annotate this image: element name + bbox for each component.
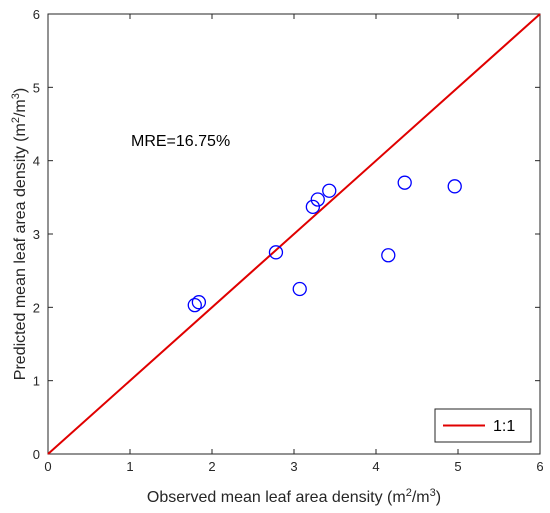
data-point [322,183,337,198]
y-tick-label: 6 [33,7,40,22]
data-point [187,297,202,313]
data-point [292,281,307,297]
reference-line-series [47,13,541,455]
scatter-points-series [187,175,462,313]
x-tick-label: 4 [372,459,379,474]
y-tick-label: 5 [33,80,40,95]
x-tick-label: 3 [290,459,297,474]
x-tick-label: 6 [536,459,543,474]
x-tick-label: 0 [44,459,51,474]
mre-annotation: MRE=16.75% [131,133,230,150]
data-point [397,175,412,190]
data-point [310,192,325,207]
data-point [268,245,284,260]
x-tick-label: 5 [454,459,461,474]
x-tick-label: 2 [208,459,215,474]
y-tick-label: 1 [33,374,40,389]
x-tick-label: 1 [126,459,133,474]
y-tick-label: 4 [33,154,40,169]
y-axis-title: Predicted mean leaf area density (m2/m3) [10,88,29,380]
x-axis-ticks: 0 1 2 3 4 5 6 [44,14,544,474]
x-axis-title: Observed mean leaf area density (m2/m3) [147,487,441,506]
data-point [381,248,396,263]
data-point [191,295,207,310]
data-point [305,199,321,215]
y-tick-label: 0 [33,447,40,462]
data-point [447,179,462,194]
legend: 1:1 [434,408,532,443]
y-tick-label: 2 [33,300,40,315]
y-tick-label: 3 [33,227,40,242]
y-axis-ticks: 0 1 2 3 4 5 6 [33,7,540,462]
legend-label-1to1: 1:1 [493,418,515,435]
one-to-one-line [47,13,541,455]
